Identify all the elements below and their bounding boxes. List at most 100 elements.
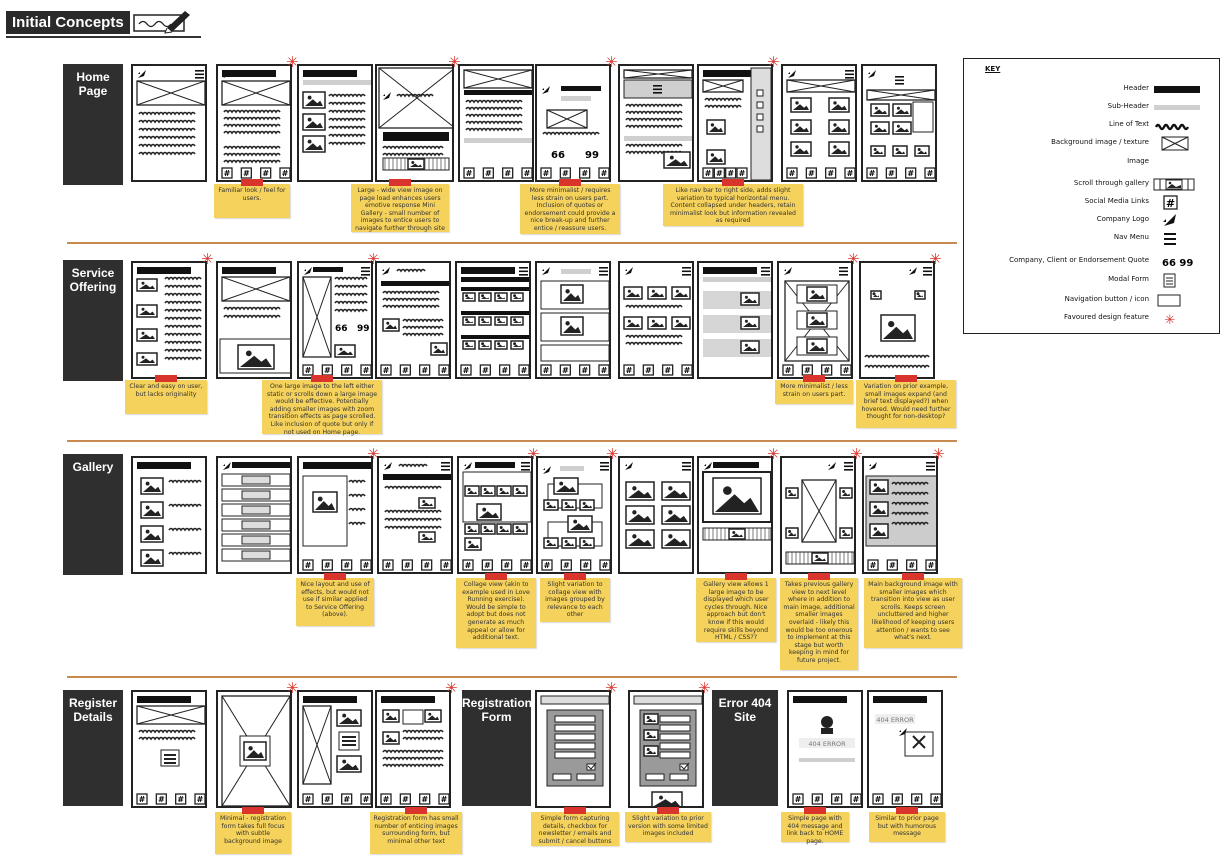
svg-text:#: # <box>581 366 588 375</box>
wireframe-sketch <box>859 261 935 379</box>
svg-text:#: # <box>224 169 231 178</box>
image-icon <box>1152 155 1202 169</box>
wireframe-sketch <box>131 64 207 182</box>
svg-text:#: # <box>465 561 472 570</box>
svg-text:#: # <box>324 561 331 570</box>
hamburger-icon <box>1152 231 1202 245</box>
key-item-label: Social Media Links <box>1084 197 1149 205</box>
sticky-note: Nice layout and use of effects, but woul… <box>296 573 374 626</box>
sticky-note: Main background image with smaller image… <box>864 573 962 648</box>
wireframe-sketch: # # # # <box>535 261 611 379</box>
svg-text:#: # <box>363 561 370 570</box>
svg-text:#: # <box>833 795 840 804</box>
key-item: Navigation button / icon <box>964 292 1219 308</box>
section-divider <box>67 242 957 244</box>
svg-text:#: # <box>305 366 312 375</box>
wireframe-sketch: # # # # <box>297 690 373 808</box>
wireframe-sketch: # # # # <box>861 64 937 182</box>
tape <box>241 179 263 186</box>
sticky-note: One large image to the left either stati… <box>262 375 382 436</box>
key-item: Background image / texture <box>964 135 1219 151</box>
favoured-asterisk-icon: ✳ <box>286 53 299 71</box>
error-404-label: Error 404 Site <box>712 690 778 806</box>
svg-text:#: # <box>523 561 530 570</box>
wireframe-sketch <box>618 64 694 182</box>
svg-text:✳: ✳ <box>1165 313 1176 326</box>
wireframe-sketch: # # # # <box>697 64 773 182</box>
svg-text:#: # <box>363 366 370 375</box>
tape <box>722 179 744 186</box>
svg-text:#: # <box>875 795 882 804</box>
svg-text:#: # <box>1166 197 1175 210</box>
svg-text:#: # <box>823 366 830 375</box>
wireframe-sketch: # # # # <box>777 261 853 379</box>
wireframe-sketch: # # # # <box>536 456 612 574</box>
wireframe-sketch: # # # # <box>375 261 451 379</box>
svg-text:#: # <box>808 169 815 178</box>
wireframe-sketch <box>297 64 373 182</box>
page-title: Initial Concepts <box>6 11 130 34</box>
svg-text:#: # <box>282 169 289 178</box>
tape <box>389 179 411 186</box>
wireframe-sketch: # # # # <box>377 456 453 574</box>
key-item-label: Sub-Header <box>1107 102 1149 110</box>
svg-text:#: # <box>789 169 796 178</box>
wireframe-sketch <box>697 261 773 379</box>
form-icon <box>1152 273 1202 288</box>
svg-text:#: # <box>705 169 712 178</box>
hash-box-icon: # <box>1152 195 1202 210</box>
scribble-icon <box>1152 118 1202 132</box>
sticky-note: Familiar look / feel for users. <box>214 179 290 218</box>
tape <box>902 573 924 580</box>
favoured-asterisk-icon: ✳ <box>850 445 863 463</box>
tape <box>155 375 177 382</box>
svg-text:#: # <box>443 561 450 570</box>
favoured-asterisk-icon: ✳ <box>605 53 618 71</box>
svg-text:#: # <box>197 795 204 804</box>
tape <box>895 375 917 382</box>
wireframe-sketch: # # # # <box>781 64 857 182</box>
svg-text:#: # <box>177 795 184 804</box>
svg-text:#: # <box>485 169 492 178</box>
favoured-asterisk-icon: ✳ <box>698 679 711 697</box>
svg-text:#: # <box>262 169 269 178</box>
key-item: Sub-Header <box>964 99 1219 115</box>
sticky-note: More minimalist / requires less strain o… <box>520 179 620 234</box>
wireframe-sketch: # # # # <box>375 690 451 808</box>
sticky-note: More minimalist / less strain on users p… <box>775 375 853 404</box>
svg-text:#: # <box>521 366 528 375</box>
svg-text:#: # <box>814 795 821 804</box>
wireframe-sketch <box>131 456 207 574</box>
pencil-icon <box>132 8 193 38</box>
svg-text:#: # <box>441 366 448 375</box>
wireframe-sketch <box>618 456 694 574</box>
tape <box>559 179 581 186</box>
sticky-note: Slight variation to collage view with im… <box>540 573 610 622</box>
svg-text:99: 99 <box>357 324 370 334</box>
svg-text:#: # <box>305 561 312 570</box>
svg-text:#: # <box>383 795 390 804</box>
favoured-asterisk-icon: ✳ <box>445 679 458 697</box>
tape <box>485 573 507 580</box>
svg-text:#: # <box>843 366 850 375</box>
wireframe-sketch: # # # # <box>455 261 531 379</box>
key-item-label: Image <box>1127 157 1149 165</box>
key-item: Header <box>964 81 1219 97</box>
favoured-asterisk-icon: ✳ <box>605 679 618 697</box>
wireframe-sketch <box>375 64 454 182</box>
wireframe-sketch <box>780 456 856 574</box>
key-item: Image <box>964 154 1219 170</box>
svg-text:#: # <box>158 795 165 804</box>
svg-text:#: # <box>324 366 331 375</box>
svg-text:#: # <box>139 795 146 804</box>
key-item: Company, Client or Endorsement Quote 66 9… <box>964 253 1219 269</box>
tape <box>808 573 830 580</box>
svg-text:#: # <box>421 366 428 375</box>
svg-text:#: # <box>739 169 746 178</box>
subheader-bar-icon <box>1152 100 1202 114</box>
svg-text:#: # <box>582 561 589 570</box>
key-item-label: Modal Form <box>1108 275 1149 283</box>
key-item: Scroll through gallery <box>964 176 1219 192</box>
sticky-note: Registration form has small number of en… <box>370 807 462 854</box>
key-item: Social Media Links # <box>964 194 1219 210</box>
